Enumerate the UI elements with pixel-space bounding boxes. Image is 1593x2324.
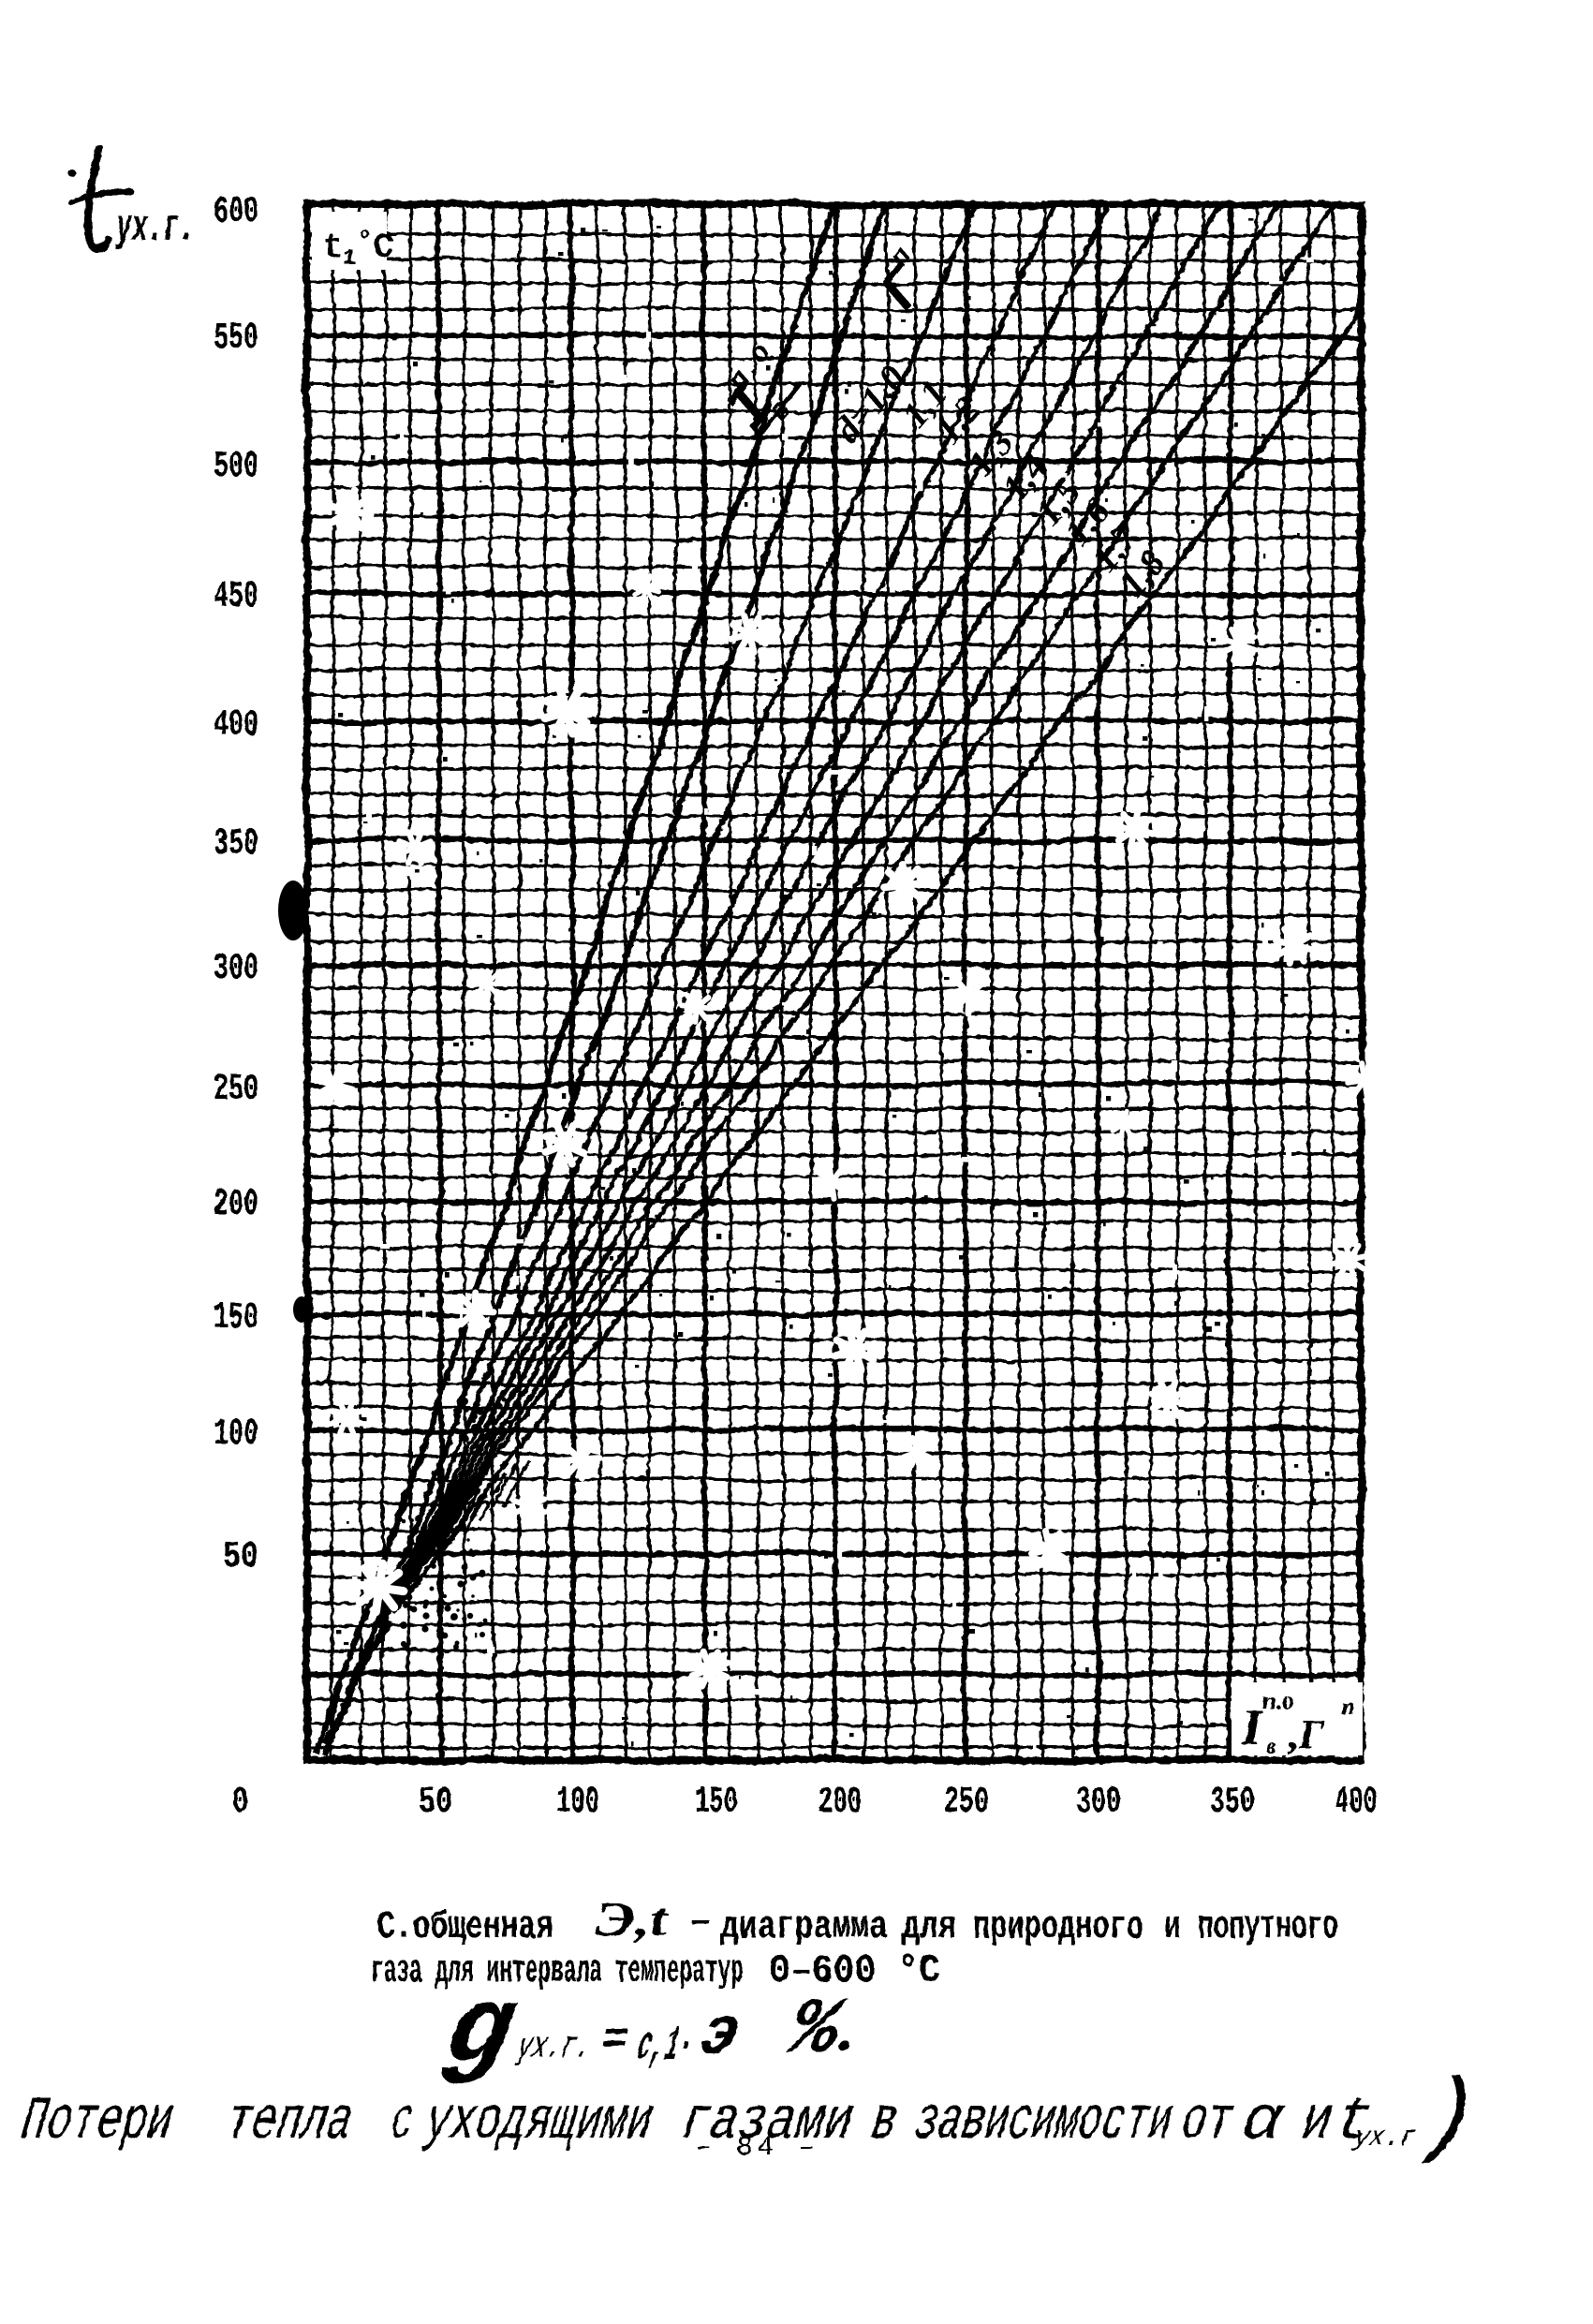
svg-text:п: п xyxy=(1341,1693,1354,1720)
svg-text:200: 200 xyxy=(819,1782,862,1824)
svg-text:500: 500 xyxy=(214,446,258,488)
svg-text:450: 450 xyxy=(214,576,258,618)
svg-text:тепла: тепла xyxy=(222,2088,358,2156)
svg-text:Э,t: Э,t xyxy=(596,1893,669,1947)
svg-text:600: 600 xyxy=(214,191,258,233)
svg-text:0–600 °С: 0–600 °С xyxy=(769,1948,940,1993)
svg-text:50: 50 xyxy=(419,1782,452,1824)
svg-text:и: и xyxy=(1164,1904,1181,1949)
svg-text:350: 350 xyxy=(1210,1782,1255,1824)
svg-text:природного: природного xyxy=(973,1904,1143,1949)
svg-text:250: 250 xyxy=(944,1782,989,1824)
svg-text:550: 550 xyxy=(214,318,258,360)
svg-text:,Г: ,Г xyxy=(1288,1711,1324,1757)
svg-text:I: I xyxy=(1241,1699,1263,1755)
svg-text:150: 150 xyxy=(695,1782,738,1824)
svg-text:200: 200 xyxy=(214,1184,258,1226)
svg-text:с,1·: с,1· xyxy=(632,2018,699,2073)
svg-text:ух.г.: ух.г. xyxy=(115,203,195,254)
svg-text:уходящими: уходящими xyxy=(420,2088,657,2156)
svg-text:–: – xyxy=(688,1899,712,1944)
svg-text:250: 250 xyxy=(214,1069,258,1111)
svg-text:ух.г.: ух.г. xyxy=(512,2026,595,2068)
svg-text:в: в xyxy=(1266,1735,1276,1759)
svg-text:50: 50 xyxy=(223,1536,258,1578)
svg-text:ух.г: ух.г xyxy=(1350,2123,1418,2154)
svg-text:попутного: попутного xyxy=(1198,1904,1338,1949)
svg-text:300: 300 xyxy=(1076,1782,1121,1824)
svg-text:зависимости: зависимости xyxy=(910,2088,1177,2156)
svg-text:для: для xyxy=(902,1904,956,1949)
svg-text:от: от xyxy=(1177,2088,1237,2156)
svg-text:газами: газами xyxy=(677,2088,858,2156)
svg-text:400: 400 xyxy=(214,704,258,747)
svg-text:300: 300 xyxy=(214,948,258,990)
svg-text:100: 100 xyxy=(214,1414,258,1456)
svg-text:400: 400 xyxy=(1335,1782,1378,1824)
svg-text:Потери: Потери xyxy=(17,2088,178,2156)
svg-text:150: 150 xyxy=(214,1297,258,1340)
svg-text:п.о: п.о xyxy=(1262,1687,1294,1714)
svg-text:100: 100 xyxy=(556,1782,599,1824)
svg-text:0: 0 xyxy=(232,1782,248,1824)
svg-text:– 84 –: – 84 – xyxy=(695,2132,819,2164)
svg-text:диаграмма: диаграмма xyxy=(720,1904,888,1949)
svg-text:350: 350 xyxy=(214,823,258,866)
svg-text:С.общенная: С.общенная xyxy=(377,1904,553,1949)
svg-text:газа для интервала температур: газа для интервала температур xyxy=(371,1948,744,1993)
